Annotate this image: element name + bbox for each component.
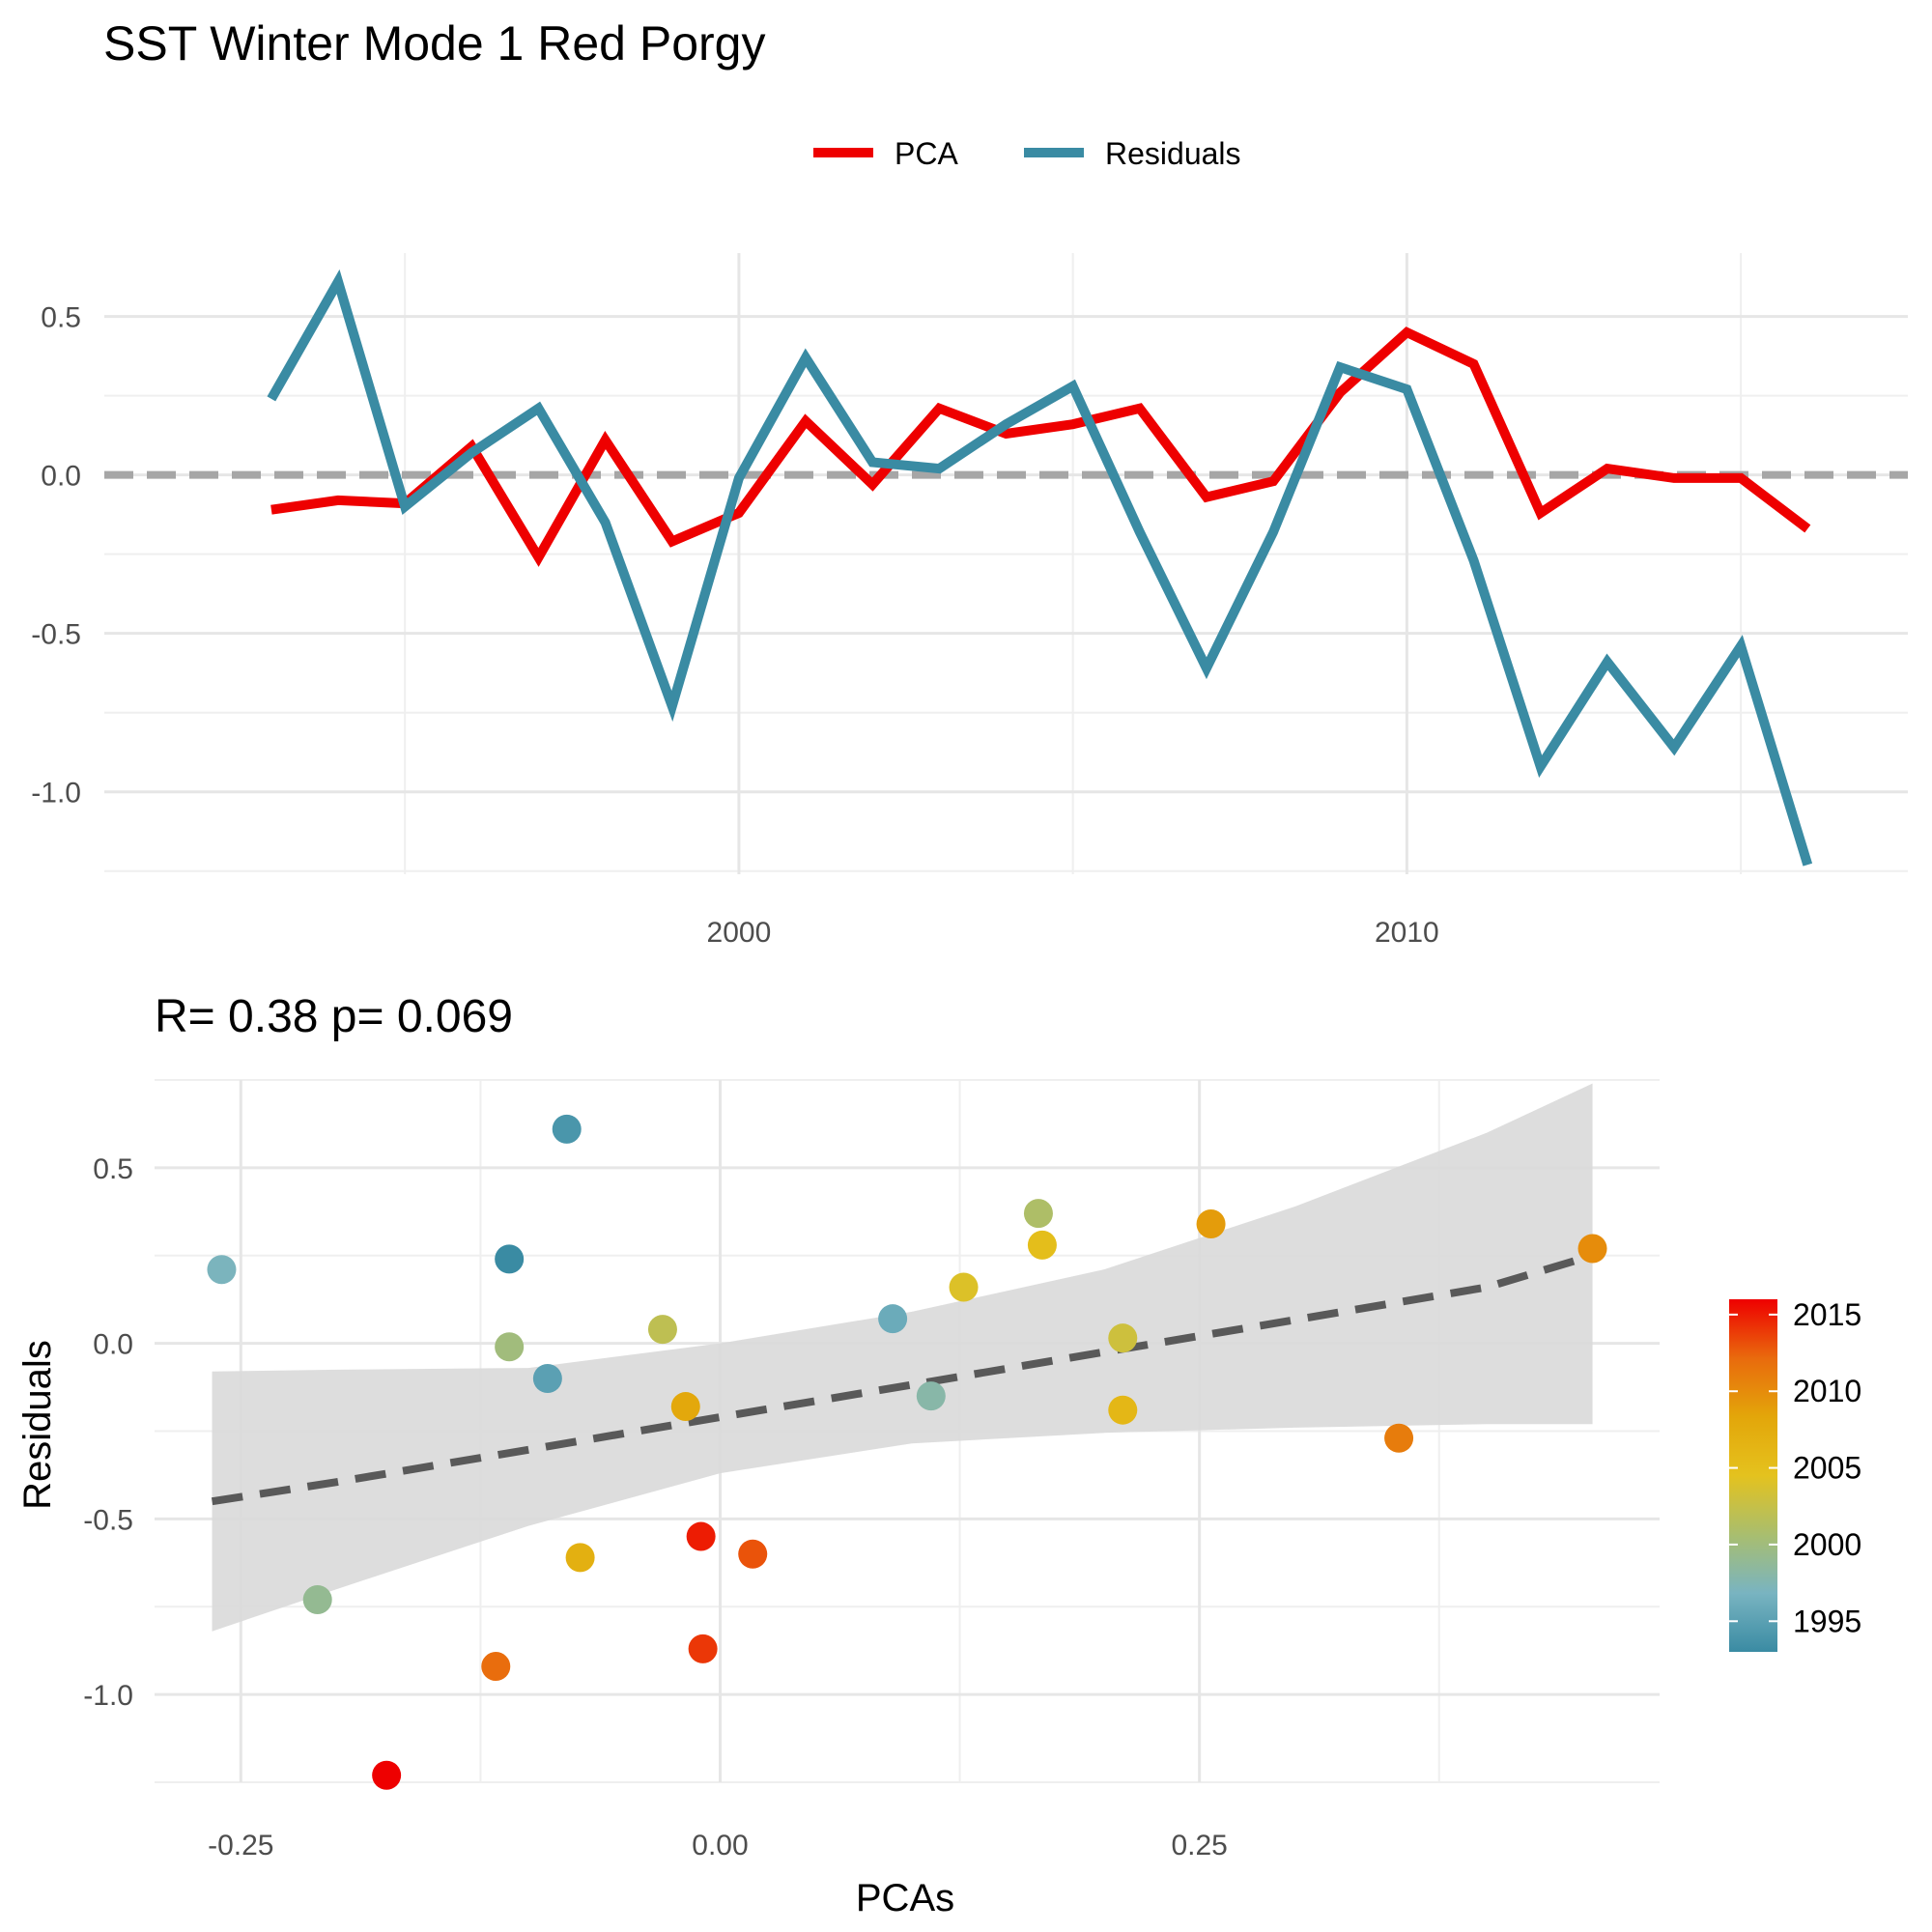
scatter-points (207, 1114, 1607, 1790)
timeseries-y-axis: 0.5 0.0 -0.5 -1.0 (31, 302, 81, 810)
x-tick-label: 0.00 (692, 1830, 748, 1861)
colorbar-label: 2010 (1793, 1374, 1861, 1408)
scatter-point (495, 1332, 525, 1362)
scatter-point (1108, 1395, 1138, 1425)
scatter-point (1108, 1323, 1138, 1353)
x-tick-label: 2000 (707, 917, 772, 949)
colorbar-label: 2000 (1793, 1527, 1861, 1562)
legend-label-pca: PCA (895, 136, 958, 171)
y-tick-label: 0.0 (93, 1329, 133, 1361)
x-tick-label: 0.25 (1171, 1830, 1227, 1861)
x-tick-label: -0.25 (208, 1830, 273, 1861)
scatter-point (372, 1760, 402, 1790)
figure-title: SST Winter Mode 1 Red Porgy (103, 16, 765, 71)
confidence-ribbon (212, 1083, 1593, 1632)
colorbar-label: 2005 (1793, 1451, 1861, 1486)
year-colorbar: 2015 2010 2005 2000 1995 (1729, 1297, 1861, 1652)
timeseries-x-axis: 2000 2010 (707, 917, 1439, 949)
scatter-point (647, 1315, 677, 1345)
scatter-y-axis-title: Residuals (16, 1340, 59, 1510)
trend-line (211, 1251, 1594, 1506)
y-tick-label: -1.0 (83, 1680, 133, 1712)
scatter-point (302, 1584, 332, 1614)
scatter-point (686, 1521, 716, 1551)
scatter-point (1196, 1209, 1226, 1239)
colorbar-gradient (1729, 1299, 1777, 1652)
scatter-panel: R= 0.38 p= 0.069 0.5 0.0 -0.5 -1.0 -0.25 0.0… (16, 991, 1861, 1919)
scatter-point (532, 1363, 562, 1393)
scatter-point (949, 1272, 979, 1302)
scatter-y-axis: 0.5 0.0 -0.5 -1.0 (83, 1153, 133, 1712)
x-tick-label: 2010 (1375, 917, 1439, 949)
colorbar-label: 1995 (1793, 1604, 1861, 1638)
timeseries-grid (104, 253, 1908, 874)
timeseries-legend: PCA Residuals (813, 136, 1241, 171)
scatter-point (670, 1392, 700, 1422)
scatter-point (552, 1114, 582, 1144)
scatter-point (1577, 1234, 1607, 1264)
timeseries-lines (267, 269, 1813, 867)
scatter-point (495, 1244, 525, 1274)
scatter-point (1027, 1230, 1057, 1260)
timeseries-panel: PCA Residuals 0.5 0.0 -0.5 -1.0 2000 2010 (31, 136, 1908, 949)
y-tick-label: 0.0 (41, 461, 81, 493)
legend-label-residuals: Residuals (1105, 136, 1241, 171)
confidence-band (212, 1083, 1593, 1632)
scatter-point (565, 1543, 595, 1573)
y-tick-label: 0.5 (93, 1153, 133, 1185)
scatter-point (878, 1304, 908, 1334)
y-tick-label: 0.5 (41, 302, 81, 334)
scatter-point (481, 1652, 511, 1682)
scatter-point (738, 1539, 768, 1569)
y-tick-label: -1.0 (31, 778, 81, 810)
scatter-x-axis-title: PCAs (856, 1877, 954, 1919)
series-line-residuals (267, 269, 1813, 867)
correlation-subtitle: R= 0.38 p= 0.069 (155, 991, 513, 1042)
y-tick-label: -0.5 (31, 619, 81, 651)
scatter-point (688, 1634, 718, 1663)
scatter-point (207, 1255, 237, 1285)
colorbar-label: 2015 (1793, 1297, 1861, 1332)
regression-line (211, 1251, 1594, 1506)
scatter-point (916, 1381, 946, 1411)
scatter-point (1384, 1423, 1414, 1453)
series-line-pca (270, 327, 1811, 567)
scatter-x-axis: -0.25 0.00 0.25 (208, 1830, 1228, 1861)
y-tick-label: -0.5 (83, 1504, 133, 1536)
scatter-point (1023, 1199, 1053, 1229)
